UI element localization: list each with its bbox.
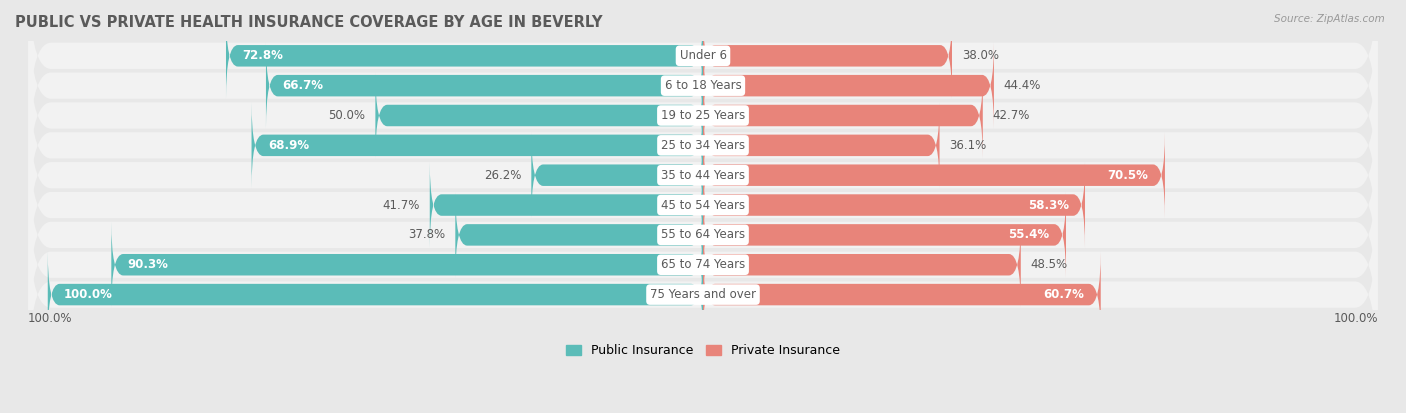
FancyBboxPatch shape: [28, 144, 1378, 326]
Text: 26.2%: 26.2%: [484, 169, 522, 182]
Text: 66.7%: 66.7%: [283, 79, 323, 92]
Text: 48.5%: 48.5%: [1031, 258, 1067, 271]
Text: Under 6: Under 6: [679, 49, 727, 62]
Text: 100.0%: 100.0%: [65, 288, 112, 301]
FancyBboxPatch shape: [28, 114, 1378, 297]
FancyBboxPatch shape: [703, 43, 994, 128]
Text: 90.3%: 90.3%: [128, 258, 169, 271]
FancyBboxPatch shape: [28, 173, 1378, 356]
Text: 44.4%: 44.4%: [1004, 79, 1040, 92]
FancyBboxPatch shape: [703, 13, 952, 99]
FancyBboxPatch shape: [111, 222, 703, 308]
Text: 50.0%: 50.0%: [329, 109, 366, 122]
Text: 6 to 18 Years: 6 to 18 Years: [665, 79, 741, 92]
Text: 100.0%: 100.0%: [1333, 312, 1378, 325]
FancyBboxPatch shape: [266, 43, 703, 128]
Text: 38.0%: 38.0%: [962, 49, 998, 62]
FancyBboxPatch shape: [703, 102, 939, 188]
FancyBboxPatch shape: [28, 0, 1378, 147]
Text: 45 to 54 Years: 45 to 54 Years: [661, 199, 745, 211]
Text: 100.0%: 100.0%: [28, 312, 73, 325]
Text: 75 Years and over: 75 Years and over: [650, 288, 756, 301]
Text: 36.1%: 36.1%: [949, 139, 987, 152]
Text: 42.7%: 42.7%: [993, 109, 1031, 122]
FancyBboxPatch shape: [28, 84, 1378, 266]
FancyBboxPatch shape: [430, 162, 703, 248]
Text: 55.4%: 55.4%: [1008, 228, 1050, 241]
FancyBboxPatch shape: [28, 24, 1378, 207]
Text: 55 to 64 Years: 55 to 64 Years: [661, 228, 745, 241]
FancyBboxPatch shape: [48, 252, 703, 337]
FancyBboxPatch shape: [531, 132, 703, 218]
FancyBboxPatch shape: [252, 102, 703, 188]
FancyBboxPatch shape: [28, 54, 1378, 237]
FancyBboxPatch shape: [456, 192, 703, 278]
FancyBboxPatch shape: [375, 73, 703, 159]
Text: 68.9%: 68.9%: [269, 139, 309, 152]
Text: 37.8%: 37.8%: [408, 228, 446, 241]
FancyBboxPatch shape: [703, 222, 1021, 308]
Legend: Public Insurance, Private Insurance: Public Insurance, Private Insurance: [561, 339, 845, 362]
Text: PUBLIC VS PRIVATE HEALTH INSURANCE COVERAGE BY AGE IN BEVERLY: PUBLIC VS PRIVATE HEALTH INSURANCE COVER…: [15, 15, 603, 30]
FancyBboxPatch shape: [703, 192, 1066, 278]
Text: 35 to 44 Years: 35 to 44 Years: [661, 169, 745, 182]
FancyBboxPatch shape: [703, 73, 983, 159]
Text: 25 to 34 Years: 25 to 34 Years: [661, 139, 745, 152]
FancyBboxPatch shape: [703, 252, 1101, 337]
FancyBboxPatch shape: [226, 13, 703, 99]
FancyBboxPatch shape: [703, 162, 1085, 248]
Text: Source: ZipAtlas.com: Source: ZipAtlas.com: [1274, 14, 1385, 24]
Text: 65 to 74 Years: 65 to 74 Years: [661, 258, 745, 271]
Text: 41.7%: 41.7%: [382, 199, 420, 211]
FancyBboxPatch shape: [28, 0, 1378, 177]
FancyBboxPatch shape: [28, 203, 1378, 386]
Text: 60.7%: 60.7%: [1043, 288, 1084, 301]
FancyBboxPatch shape: [703, 132, 1166, 218]
Text: 70.5%: 70.5%: [1108, 169, 1149, 182]
Text: 58.3%: 58.3%: [1028, 199, 1069, 211]
Text: 19 to 25 Years: 19 to 25 Years: [661, 109, 745, 122]
Text: 72.8%: 72.8%: [242, 49, 283, 62]
